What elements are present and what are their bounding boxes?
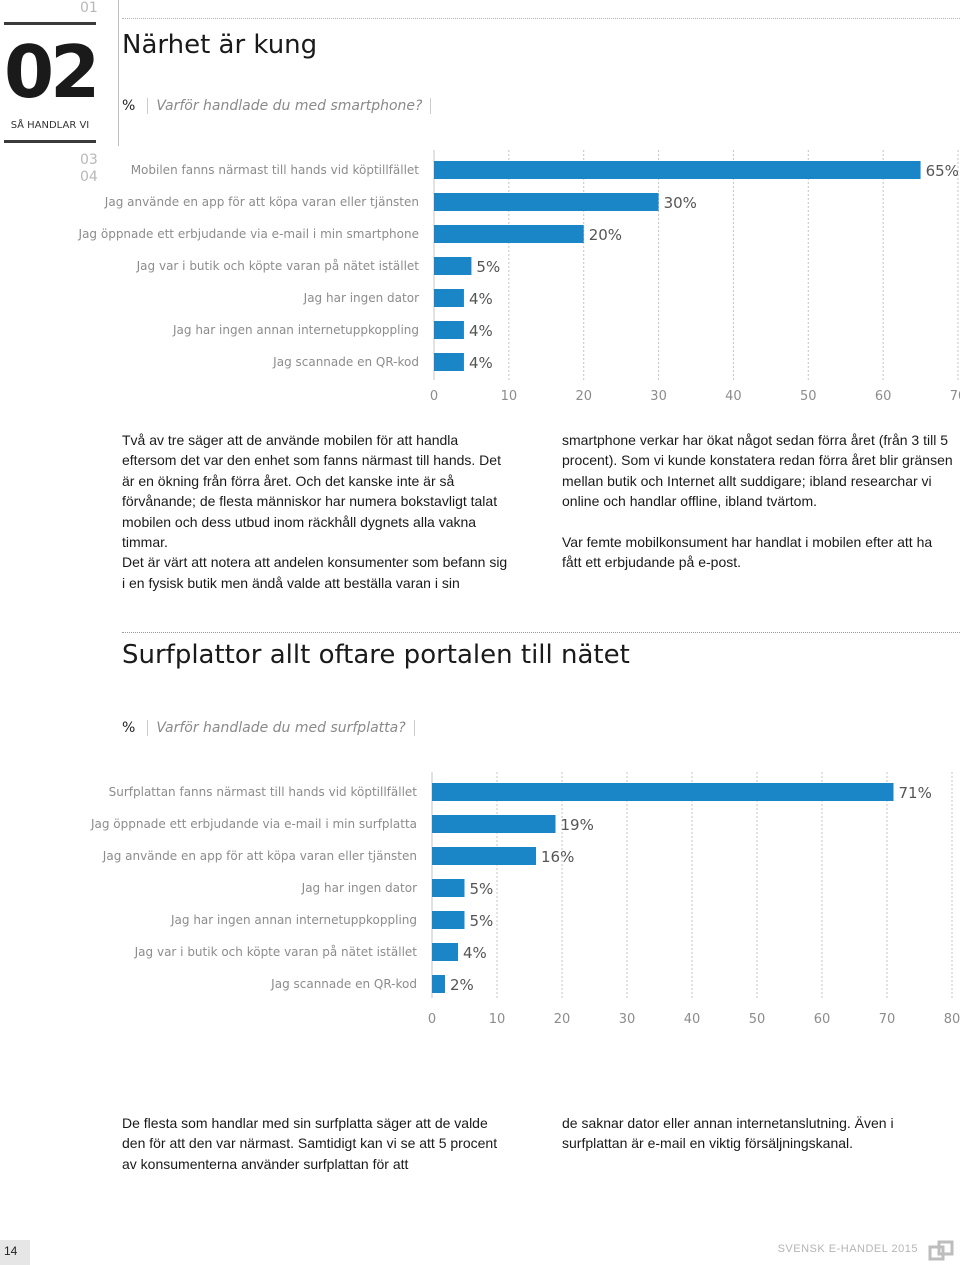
chart2-category-label: Jag har ingen dator [301, 881, 417, 895]
chart2-tick-label: 80 [944, 1012, 960, 1027]
chart2-bar [432, 815, 556, 833]
chart2-bar [432, 975, 445, 993]
chapter-number: 02 [4, 30, 100, 114]
section2-question: Varför handlade du med surfplatta? [147, 720, 415, 736]
chart1-bar [434, 289, 464, 307]
section1-title: Närhet är kung [122, 30, 318, 60]
chart2-category-label: Jag har ingen annan internetuppkoppling [170, 913, 417, 927]
chart2-tick-label: 70 [879, 1012, 896, 1027]
section1-question: Varför handlade du med smartphone? [147, 98, 432, 114]
chart2-bar [432, 879, 465, 897]
chart2-category-label: Jag använde en app för att köpa varan el… [102, 849, 417, 863]
chart2-category-label: Jag öppnade ett erbjudande via e-mail i … [90, 817, 417, 831]
sidebar-separator [118, 0, 119, 146]
chart1-category-label: Jag använde en app för att köpa varan el… [104, 195, 419, 209]
chart2-value-label: 4% [463, 944, 487, 962]
chart1-tick-label: 0 [430, 389, 438, 404]
chart1-bar [434, 225, 584, 243]
chart2-category-label: Surfplattan fanns närmast till hands vid… [109, 785, 418, 799]
chart1-bar [434, 321, 464, 339]
chart1-tick-label: 30 [650, 389, 667, 404]
chart2-tick-label: 0 [428, 1012, 436, 1027]
chart1-value-label: 20% [589, 226, 622, 244]
chapter-top-rule [4, 22, 96, 25]
chart2-bar [432, 943, 458, 961]
link-icon [928, 1240, 954, 1261]
chart2-value-label: 71% [899, 784, 932, 802]
section2-text-right: de saknar dator eller annan internetansl… [562, 1115, 894, 1152]
chart2-category-label: Jag var i butik och köpte varan på nätet… [134, 945, 418, 959]
chart1-value-label: 4% [469, 290, 493, 308]
chart1-value-label: 65% [926, 162, 959, 180]
smartphone-reasons-chart: 0 10 20 30 40 50 60 70 Mobilen fanns närmast til… [78, 150, 960, 404]
chart1-tick-label: 50 [800, 389, 817, 404]
section2-text-left: De flesta som handlar med sin surfplatta… [122, 1115, 498, 1172]
chart1-value-label: 5% [476, 258, 500, 276]
chart1-value-label: 30% [664, 194, 697, 212]
section2-title: Surfplattor allt oftare portalen till nä… [122, 640, 630, 670]
chart2-value-label: 5% [470, 912, 494, 930]
tablet-reasons-chart: 0 10 20 30 40 50 60 70 80 Surfplattan fanns närma… [90, 772, 960, 1027]
page-number: 14 [0, 1240, 30, 1265]
chart1-bar [434, 161, 921, 179]
chart2-tick-label: 20 [554, 1012, 571, 1027]
chart2-value-label: 19% [561, 816, 594, 834]
chart1-bar [434, 257, 472, 275]
chapter-bottom-rule [4, 140, 96, 143]
section1-paragraph: Var femte mobilkonsument har handlat i m… [562, 533, 933, 571]
top-dotted-rule [122, 18, 960, 19]
section-divider [122, 632, 960, 633]
chart1-tick-label: 10 [501, 389, 518, 404]
chart1-category-label: Jag har ingen dator [303, 291, 419, 305]
section1-paragraph: Det är värt att notera att andelen konsu… [122, 554, 508, 591]
nav-chapter-04[interactable]: 04 [80, 169, 98, 185]
section1-text-left: Två av tre säger att de använde mobilen … [122, 430, 512, 593]
percent-unit-label: % [122, 98, 136, 114]
section1-paragraph: smartphone verkar har ökat något sedan f… [562, 432, 953, 510]
chart1-category-label: Jag var i butik och köpte varan på nätet… [136, 259, 420, 273]
chart1-category-label: Jag scannade en QR-kod [272, 355, 419, 369]
chart1-tick-label: 20 [575, 389, 592, 404]
nav-chapter-01[interactable]: 01 [80, 0, 98, 16]
chart2-bar [432, 911, 465, 929]
chart2-value-label: 2% [450, 976, 474, 994]
chart2-tick-label: 40 [684, 1012, 701, 1027]
chart2-value-label: 16% [541, 848, 574, 866]
chart2-value-label: 5% [470, 880, 494, 898]
section1-text-right: smartphone verkar har ökat något sedan f… [562, 430, 954, 592]
chart2-bar [432, 783, 894, 801]
chart1-tick-label: 60 [875, 389, 892, 404]
chart1-bar [434, 353, 464, 371]
chart1-value-label: 4% [469, 322, 493, 340]
chart1-bar [434, 193, 659, 211]
chart1-value-label: 4% [469, 354, 493, 372]
chart2-tick-label: 10 [489, 1012, 506, 1027]
chapter-label: SÅ HANDLAR VI [10, 120, 90, 131]
chart2-category-label: Jag scannade en QR-kod [270, 977, 417, 991]
chart2-tick-label: 50 [749, 1012, 766, 1027]
chart2-bar [432, 847, 536, 865]
percent-unit-label: % [122, 720, 136, 736]
chart2-tick-label: 30 [619, 1012, 636, 1027]
chart1-tick-label: 70 [950, 389, 960, 404]
chart2-tick-label: 60 [814, 1012, 831, 1027]
section1-paragraph: Två av tre säger att de använde mobilen … [122, 432, 501, 551]
chart1-tick-label: 40 [725, 389, 742, 404]
section1-question-row: % Varför handlade du med smartphone? [122, 98, 432, 114]
publication-name: SVENSK E-HANDEL 2015 [777, 1243, 918, 1255]
nav-chapter-03[interactable]: 03 [80, 152, 98, 168]
chart1-category-label: Mobilen fanns närmast till hands vid köp… [131, 163, 420, 177]
section2-question-row: % Varför handlade du med surfplatta? [122, 720, 415, 736]
chart1-category-label: Jag har ingen annan internetuppkoppling [172, 323, 419, 337]
chart1-category-label: Jag öppnade ett erbjudande via e-mail i … [78, 227, 419, 241]
